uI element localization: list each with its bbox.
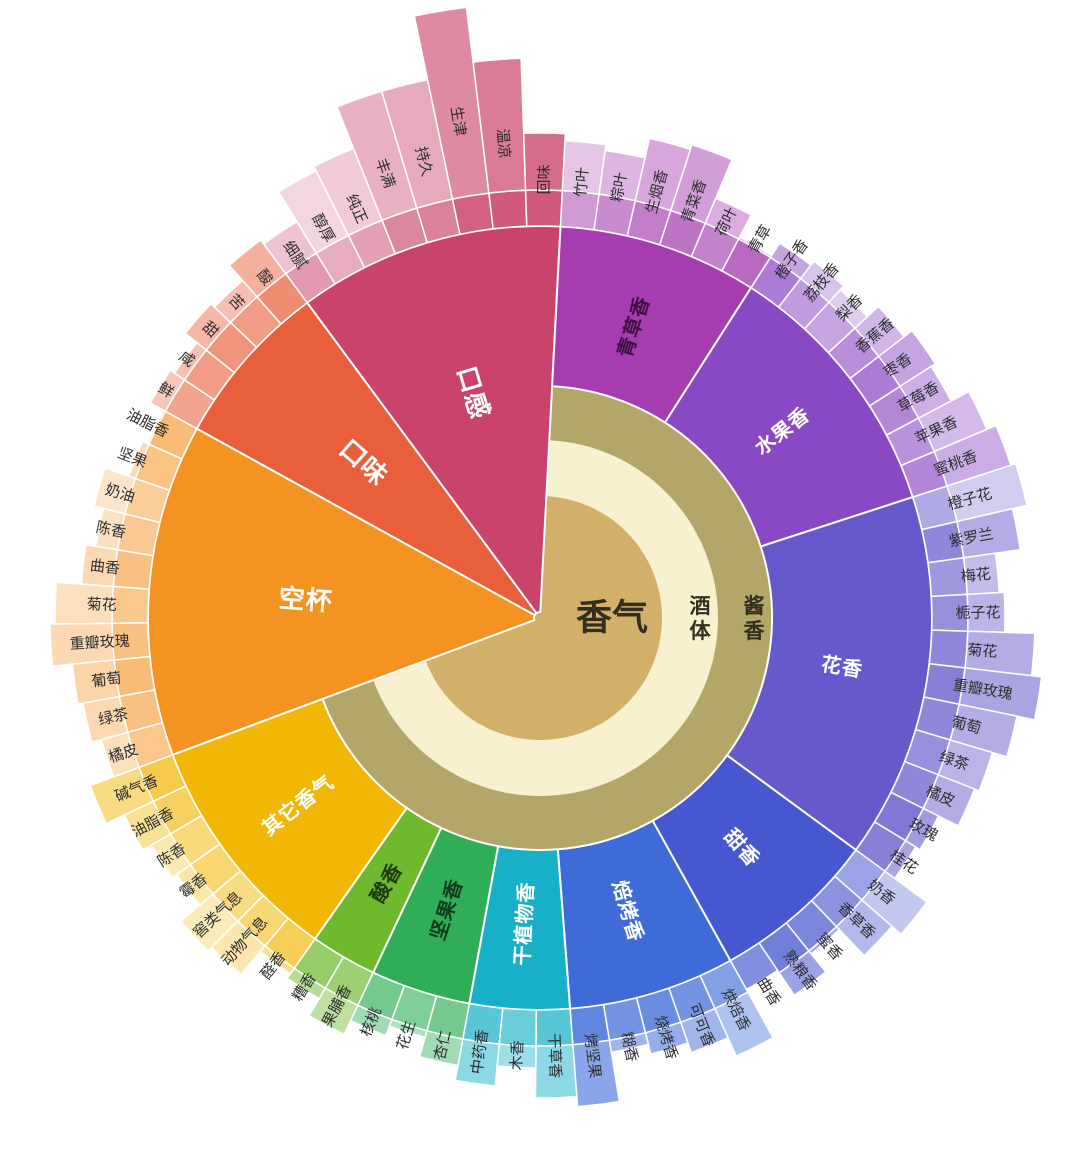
leaf-label: 菊花	[967, 641, 998, 661]
leaf-label: 粽叶	[607, 171, 630, 204]
leaf-label: 梅花	[960, 565, 992, 586]
leaf-label: 栀子花	[955, 603, 1000, 622]
leaf-label: 重瓣玫瑰	[69, 632, 130, 653]
leaf-segment-inner	[451, 192, 495, 236]
leaf-label: 陈香	[94, 518, 127, 542]
leaf-segments	[49, 6, 1043, 1108]
leaf-label: 回味	[535, 164, 553, 194]
category-label: 干植物香	[510, 881, 538, 966]
leaf-label: 曲香	[89, 556, 121, 577]
leaf-label: 葡萄	[90, 669, 122, 691]
leaf-segment-inner	[498, 1007, 538, 1047]
leaf-label: 青草	[744, 222, 775, 257]
leaf-label: 干草香	[545, 1033, 564, 1079]
leaf-segment	[228, 238, 287, 298]
leaf-label: 生津	[447, 105, 470, 138]
category-segments	[147, 224, 933, 1011]
leaf-label: 竹叶	[571, 166, 592, 198]
category-label: 空杯	[278, 583, 334, 618]
leaf-label: 烤坚果	[581, 1032, 604, 1079]
center-ring-inner-label: 酒体	[690, 594, 712, 643]
leaf-segment-inner	[488, 189, 528, 230]
center-ring-outer-label: 酱香	[744, 594, 766, 643]
leaf-segment-inner	[111, 585, 150, 624]
leaf-label: 温凉	[493, 128, 513, 159]
leaf-label: 糊香	[618, 1030, 642, 1063]
leaf-label: 木香	[507, 1040, 527, 1071]
leaf-label: 菊花	[86, 595, 117, 614]
center-core-label: 香气	[576, 598, 648, 639]
leaf-segment-inner	[928, 629, 969, 669]
leaf-segment	[778, 949, 827, 997]
